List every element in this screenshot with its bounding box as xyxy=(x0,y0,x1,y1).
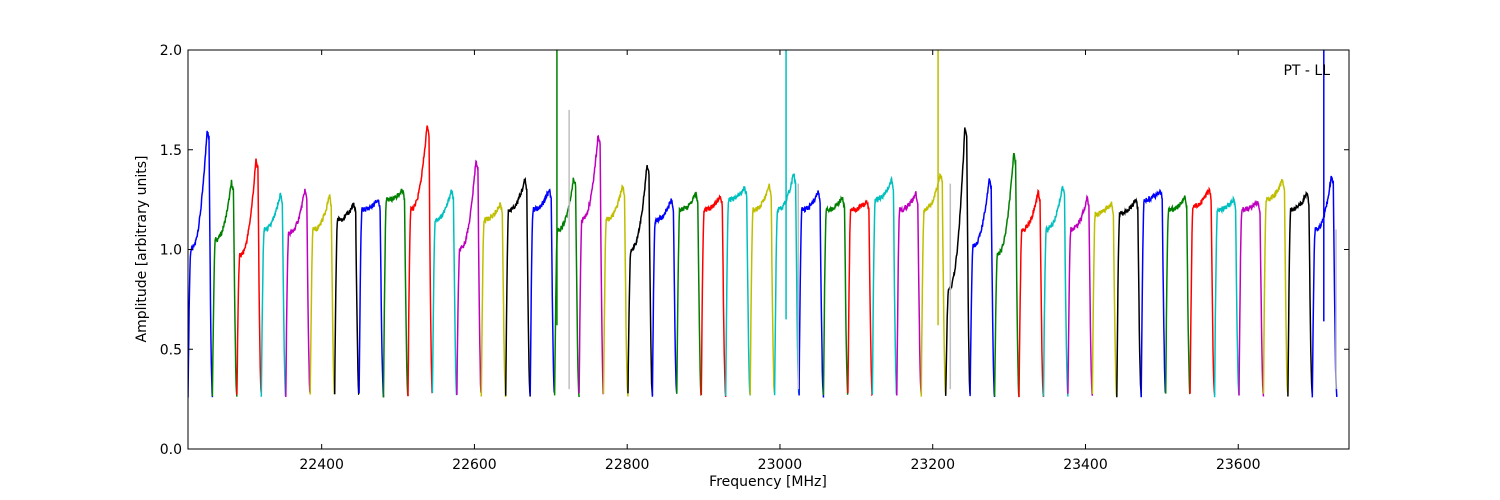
band-series-line xyxy=(847,199,873,397)
band-series-line xyxy=(431,189,458,396)
x-tick-label: 23600 xyxy=(1216,457,1261,473)
band-series-line xyxy=(1018,188,1045,398)
band-series-line xyxy=(920,172,947,397)
y-tick-label: 0.5 xyxy=(160,342,182,358)
band-series-line xyxy=(602,184,629,397)
y-axis: 0.0 0.5 1.0 1.5 2.0 xyxy=(160,43,1349,458)
y-tick-label: 2.0 xyxy=(160,43,182,59)
band-series-line xyxy=(1287,190,1314,397)
band-series-line xyxy=(333,202,360,395)
band-series-line xyxy=(822,195,849,396)
band-series-line xyxy=(1262,178,1289,394)
spike-layer xyxy=(556,50,1337,390)
band-series-line xyxy=(1311,175,1338,398)
band-series-line xyxy=(700,194,727,398)
band-series-line xyxy=(1238,199,1265,397)
band-series-line xyxy=(773,173,800,396)
band-series-line xyxy=(651,198,678,397)
band-series-line xyxy=(627,165,654,396)
band-series-line xyxy=(798,190,825,398)
band-series-line xyxy=(749,183,776,396)
band-series-line xyxy=(1140,188,1167,398)
band-series-line xyxy=(871,175,898,395)
band-series-line xyxy=(1042,185,1069,397)
x-tick-label: 22800 xyxy=(605,457,650,473)
band-series-line xyxy=(944,127,971,396)
y-axis-title: Amplitude [arbitrary units] xyxy=(134,156,150,343)
band-series-line xyxy=(676,191,702,397)
y-tick-label: 0.0 xyxy=(160,442,182,458)
band-series-line xyxy=(1189,186,1216,395)
y-tick-label: 1.5 xyxy=(160,143,182,159)
x-axis: 22400 22600 22800 23000 23200 23400 23600 xyxy=(299,50,1261,473)
band-series-line xyxy=(236,158,263,395)
y-tick-label: 1.0 xyxy=(160,243,182,259)
x-tick-label: 22600 xyxy=(452,457,497,473)
band-series-line xyxy=(309,193,336,395)
band-series-line xyxy=(1067,194,1094,396)
band-series-line xyxy=(529,188,556,396)
x-tick-label: 23400 xyxy=(1063,457,1108,473)
band-series-line xyxy=(578,134,605,395)
band-series-line xyxy=(358,199,385,398)
plot-frame xyxy=(187,49,1350,450)
band-series-layer xyxy=(188,125,1338,398)
band-series-line xyxy=(480,202,507,398)
band-series-line xyxy=(969,178,996,398)
band-series-line xyxy=(504,176,531,397)
band-series-line xyxy=(1091,201,1118,398)
band-series-line xyxy=(1116,197,1142,398)
band-series-line xyxy=(382,188,409,398)
band-series-line xyxy=(553,177,580,398)
band-series-line xyxy=(1164,195,1191,395)
band-series-line xyxy=(211,179,238,397)
band-series-line xyxy=(456,159,482,396)
x-tick-label: 23200 xyxy=(910,457,955,473)
band-series-line xyxy=(285,188,311,398)
x-axis-title: Frequency [MHz] xyxy=(709,474,827,490)
band-series-line xyxy=(407,125,434,397)
x-tick-label: 22400 xyxy=(299,457,344,473)
band-series-line xyxy=(724,185,751,397)
x-tick-label: 23000 xyxy=(758,457,803,473)
band-series-line xyxy=(1213,195,1240,398)
band-series-line xyxy=(188,130,214,398)
annotation-label: PT - LL xyxy=(1283,63,1330,79)
band-series-line xyxy=(993,153,1020,398)
band-series-line xyxy=(896,191,923,396)
band-series-line xyxy=(260,192,287,397)
